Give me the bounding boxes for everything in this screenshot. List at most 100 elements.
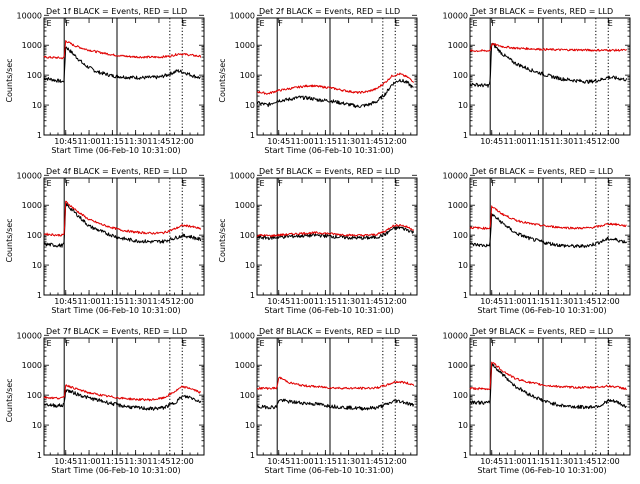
y-tick-label: 10000 (17, 331, 42, 340)
x-tick-label: 12:00 (384, 137, 407, 146)
y-tick-label: 1 (37, 131, 42, 140)
x-tick-label: 11:45 (360, 297, 383, 306)
x-tick-label: 11:30 (337, 297, 360, 306)
y-tick-label: 1000 (448, 361, 468, 370)
y-tick-label: 100 (27, 391, 42, 400)
x-tick-label: 11:15 (314, 457, 337, 466)
lld-series-line (256, 223, 414, 238)
event-marker-1: E (47, 339, 52, 348)
x-tick-label: 11:30 (550, 457, 573, 466)
event-marker-2: F (491, 179, 496, 188)
x-tick-label: 11:00 (504, 137, 527, 146)
x-tick-label: 11:30 (550, 297, 573, 306)
y-tick-label: 1000 (235, 41, 255, 50)
chart-panel-6: Det 6f BLACK = Events, RED = LLD E F E 1 10 10… (443, 167, 631, 315)
chart-panel-9: Det 9f BLACK = Events, RED = LLD E F E 1 10 10… (443, 327, 631, 475)
x-tick-label: 11:45 (573, 457, 596, 466)
events-series-line (256, 225, 415, 241)
x-tick-label: 12:00 (597, 297, 620, 306)
lld-series-line (469, 205, 627, 230)
events-series-line (43, 202, 202, 248)
x-tick-label: 10:45 (267, 457, 290, 466)
plot-frame (469, 177, 631, 296)
y-tick-label: 1 (463, 451, 468, 460)
x-tick-label: 11:45 (147, 137, 170, 146)
event-marker-1: E (473, 339, 478, 348)
x-tick-label: 10:45 (267, 137, 290, 146)
event-marker-2: F (65, 339, 70, 348)
chart-panel-2: Det 2f BLACK = Events, RED = LLD E F E 1 10 10… (218, 7, 418, 155)
event-marker-2: F (278, 19, 283, 28)
x-tick-label: 12:00 (171, 137, 194, 146)
y-tick-label: 1000 (448, 41, 468, 50)
x-axis-label: Start Time (06-Feb-10 10:31:00) (264, 466, 393, 475)
y-tick-label: 10 (32, 101, 42, 110)
y-tick-label: 10000 (17, 11, 42, 20)
x-tick-label: 11:15 (314, 137, 337, 146)
y-tick-label: 10000 (230, 11, 255, 20)
event-marker-2: F (65, 19, 70, 28)
x-tick-label: 11:15 (527, 297, 550, 306)
y-tick-label: 10 (245, 101, 255, 110)
y-tick-label: 100 (453, 71, 468, 80)
x-tick-label: 11:15 (527, 457, 550, 466)
y-tick-label: 100 (453, 391, 468, 400)
lld-series-line (256, 376, 415, 390)
events-series-line (469, 43, 628, 88)
event-marker-3: E (608, 179, 613, 188)
y-axis-label: Counts/sec (5, 218, 14, 262)
y-tick-label: 10000 (230, 171, 255, 180)
y-tick-label: 10 (32, 261, 42, 270)
event-marker-3: E (608, 339, 613, 348)
y-tick-label: 10000 (17, 171, 42, 180)
lld-series-line (43, 40, 202, 60)
x-axis-label: Start Time (06-Feb-10 10:31:00) (51, 466, 180, 475)
x-axis-label: Start Time (06-Feb-10 10:31:00) (51, 146, 180, 155)
chart-title: Det 9f BLACK = Events, RED = LLD (472, 327, 613, 336)
event-marker-3: E (182, 339, 187, 348)
y-tick-label: 10000 (443, 11, 468, 20)
event-marker-1: E (47, 19, 52, 28)
x-axis-label: Start Time (06-Feb-10 10:31:00) (51, 306, 180, 315)
x-tick-label: 10:45 (480, 457, 503, 466)
event-marker-2: F (65, 179, 70, 188)
lld-series-line (256, 72, 414, 95)
event-marker-3: E (608, 19, 613, 28)
events-series-line (256, 398, 415, 411)
event-marker-1: E (260, 19, 265, 28)
chart-panel-4: Det 4f BLACK = Events, RED = LLD E F E 1 10 10… (5, 167, 205, 315)
x-tick-label: 11:45 (360, 137, 383, 146)
y-tick-label: 1 (463, 131, 468, 140)
y-tick-label: 1000 (22, 201, 42, 210)
x-tick-label: 10:45 (267, 297, 290, 306)
x-tick-label: 11:45 (147, 297, 170, 306)
y-tick-label: 1000 (235, 201, 255, 210)
x-tick-label: 11:00 (291, 137, 314, 146)
chart-title: Det 2f BLACK = Events, RED = LLD (259, 7, 400, 16)
x-tick-label: 11:15 (101, 457, 124, 466)
x-tick-label: 11:30 (124, 457, 147, 466)
event-marker-3: E (182, 179, 187, 188)
chart-title: Det 1f BLACK = Events, RED = LLD (46, 7, 187, 16)
x-tick-label: 11:00 (291, 457, 314, 466)
event-marker-1: E (260, 179, 265, 188)
events-series-line (43, 389, 202, 411)
y-tick-label: 1 (250, 451, 255, 460)
x-tick-label: 11:45 (147, 457, 170, 466)
y-tick-label: 1000 (235, 361, 255, 370)
event-marker-3: E (395, 179, 400, 188)
events-series-line (256, 78, 414, 109)
x-tick-label: 11:00 (78, 457, 101, 466)
plot-frame (469, 337, 631, 456)
x-tick-label: 12:00 (597, 457, 620, 466)
y-tick-label: 10 (32, 421, 42, 430)
chart-title: Det 4f BLACK = Events, RED = LLD (46, 167, 187, 176)
event-marker-1: E (47, 179, 52, 188)
x-tick-label: 11:15 (314, 297, 337, 306)
x-tick-label: 11:00 (291, 297, 314, 306)
y-tick-label: 100 (240, 391, 255, 400)
x-tick-label: 11:30 (124, 297, 147, 306)
y-tick-label: 1000 (22, 361, 42, 370)
event-marker-3: E (395, 19, 400, 28)
y-tick-label: 1 (250, 131, 255, 140)
